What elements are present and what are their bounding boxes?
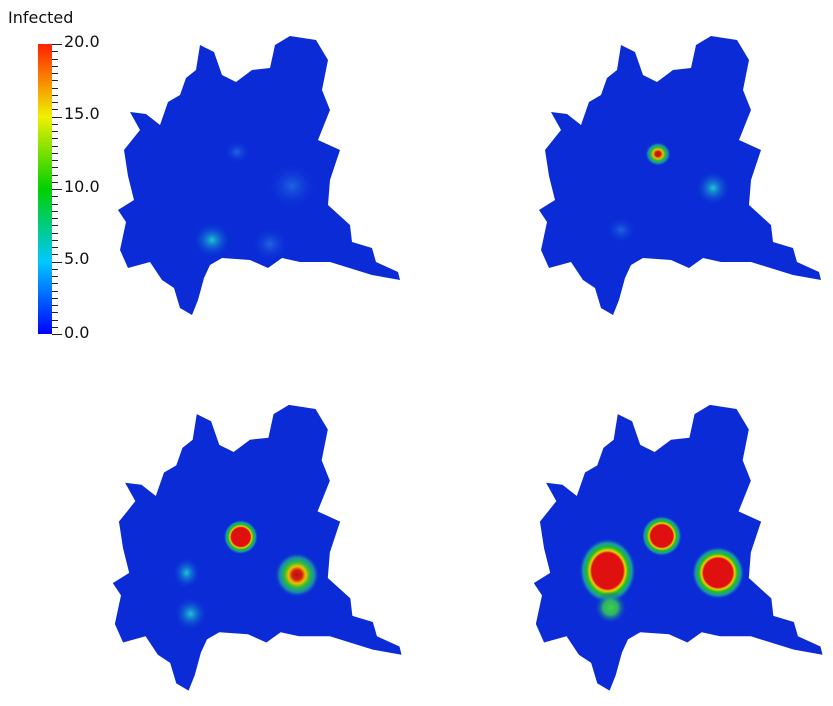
colorbar-tick: [52, 189, 62, 190]
colorbar-tick: [52, 131, 58, 132]
colorbar-tick: [52, 261, 62, 263]
colorbar-tick: [52, 65, 58, 67]
colorbar-tick: [52, 247, 58, 248]
colorbar-tick: [52, 232, 58, 234]
colorbar-tick: [52, 225, 58, 227]
colorbar-tick: [52, 239, 58, 241]
colorbar-tick: [52, 123, 58, 125]
map-panel-top-right: [539, 36, 821, 315]
map-panel-bottom-right: [533, 404, 823, 691]
colorbar-tick: [52, 51, 58, 53]
colorbar-tick: [52, 80, 58, 82]
colorbar-tick: [52, 116, 62, 118]
colorbar-tick: [52, 174, 58, 176]
colorbar-tick: [52, 334, 62, 335]
colorbar-tick: [52, 138, 58, 140]
colorbar-tick: [52, 58, 58, 60]
colorbar-tick: [52, 283, 58, 285]
colorbar-tick: [52, 160, 58, 161]
colorbar-tick: [52, 276, 58, 277]
colorbar-tick: [52, 44, 62, 45]
colorbar-tick: [52, 73, 58, 74]
colorbar-tick: [52, 290, 58, 292]
colorbar-tick: [52, 218, 58, 219]
colorbar-tick: [52, 87, 58, 89]
map-panel-bottom-left: [112, 404, 402, 691]
tick-label-20: 20.0: [64, 32, 100, 51]
legend-title: Infected: [8, 8, 74, 27]
colorbar-tick: [52, 152, 58, 154]
colorbar-tick: [52, 109, 58, 111]
colorbar-tick: [52, 102, 58, 103]
colorbar: [38, 44, 52, 334]
colorbar-tick: [52, 312, 58, 314]
colorbar-tick: [52, 210, 58, 212]
colorbar-tick: [52, 268, 58, 270]
tick-label-5: 5.0: [64, 249, 90, 268]
colorbar-ticks: [52, 44, 62, 335]
colorbar-tick: [52, 94, 58, 96]
colorbar-tick: [52, 167, 58, 169]
colorbar-tick: [52, 326, 58, 328]
colorbar-tick: [52, 254, 58, 256]
colorbar-tick: [52, 319, 58, 321]
tick-label-15: 15.0: [64, 104, 100, 123]
colorbar-tick: [52, 305, 58, 306]
tick-label-10: 10.0: [64, 177, 100, 196]
tick-label-0: 0.0: [64, 323, 90, 342]
colorbar-tick: [52, 297, 58, 299]
colorbar-tick: [52, 196, 58, 198]
map-panel-top-left: [118, 36, 400, 315]
colorbar-tick: [52, 145, 58, 147]
colorbar-tick: [52, 181, 58, 183]
colorbar-tick: [52, 203, 58, 205]
